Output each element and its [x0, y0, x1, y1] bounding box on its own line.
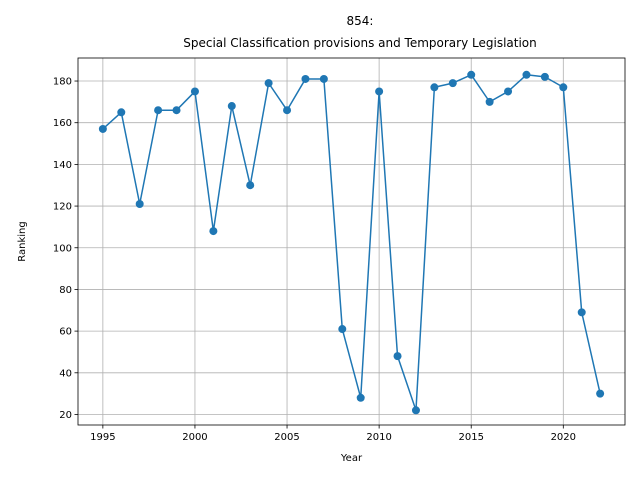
y-tick-label: 140 [53, 160, 72, 171]
grid [78, 58, 625, 425]
data-point [301, 74, 310, 83]
series-line [102, 74, 601, 412]
y-axis-label: Ranking [17, 221, 28, 261]
data-point [559, 83, 568, 92]
series-layer [98, 70, 605, 415]
y-axis-ticks: 20 40 60 80 100 120 140 160 180 [53, 77, 78, 421]
data-point [393, 352, 402, 361]
x-axis-ticks: 1995 2000 2005 2010 2015 2020 [90, 425, 576, 443]
data-point [264, 79, 273, 88]
data-point [319, 74, 328, 83]
data-point [227, 102, 236, 111]
data-point [411, 406, 420, 415]
x-tick-label: 2000 [182, 432, 207, 443]
data-point [448, 79, 457, 88]
y-tick-label: 100 [53, 243, 72, 254]
data-point [577, 308, 586, 317]
x-tick-label: 1995 [90, 432, 115, 443]
data-point [154, 106, 163, 115]
data-point [467, 70, 476, 79]
data-point [135, 199, 144, 208]
data-point [117, 108, 126, 117]
plot-area-frame [77, 57, 626, 426]
x-tick-label: 2010 [366, 432, 391, 443]
data-point [504, 87, 513, 96]
chart-title-line-2: Special Classification provisions and Te… [183, 36, 537, 50]
data-point [209, 227, 218, 236]
data-point [190, 87, 199, 96]
x-tick-label: 2015 [458, 432, 483, 443]
data-point [430, 83, 439, 92]
data-point [246, 181, 255, 190]
data-point [172, 106, 181, 115]
y-tick-label: 80 [59, 285, 72, 296]
data-point [375, 87, 384, 96]
x-tick-label: 2005 [274, 432, 299, 443]
chart-title-line-1: 854: [347, 14, 374, 28]
y-tick-label: 40 [59, 368, 72, 379]
y-tick-label: 20 [59, 410, 72, 421]
data-point [596, 389, 605, 398]
x-axis-label: Year [340, 453, 363, 464]
y-tick-label: 120 [53, 202, 72, 213]
data-point [540, 72, 549, 81]
data-point [98, 124, 107, 133]
y-tick-label: 180 [53, 77, 72, 88]
data-point [283, 106, 292, 115]
data-point [522, 70, 531, 79]
data-point [485, 97, 494, 106]
y-tick-label: 60 [59, 327, 72, 338]
y-tick-label: 160 [53, 118, 72, 129]
x-tick-label: 2020 [551, 432, 576, 443]
data-point [338, 325, 347, 334]
data-point [356, 393, 365, 402]
